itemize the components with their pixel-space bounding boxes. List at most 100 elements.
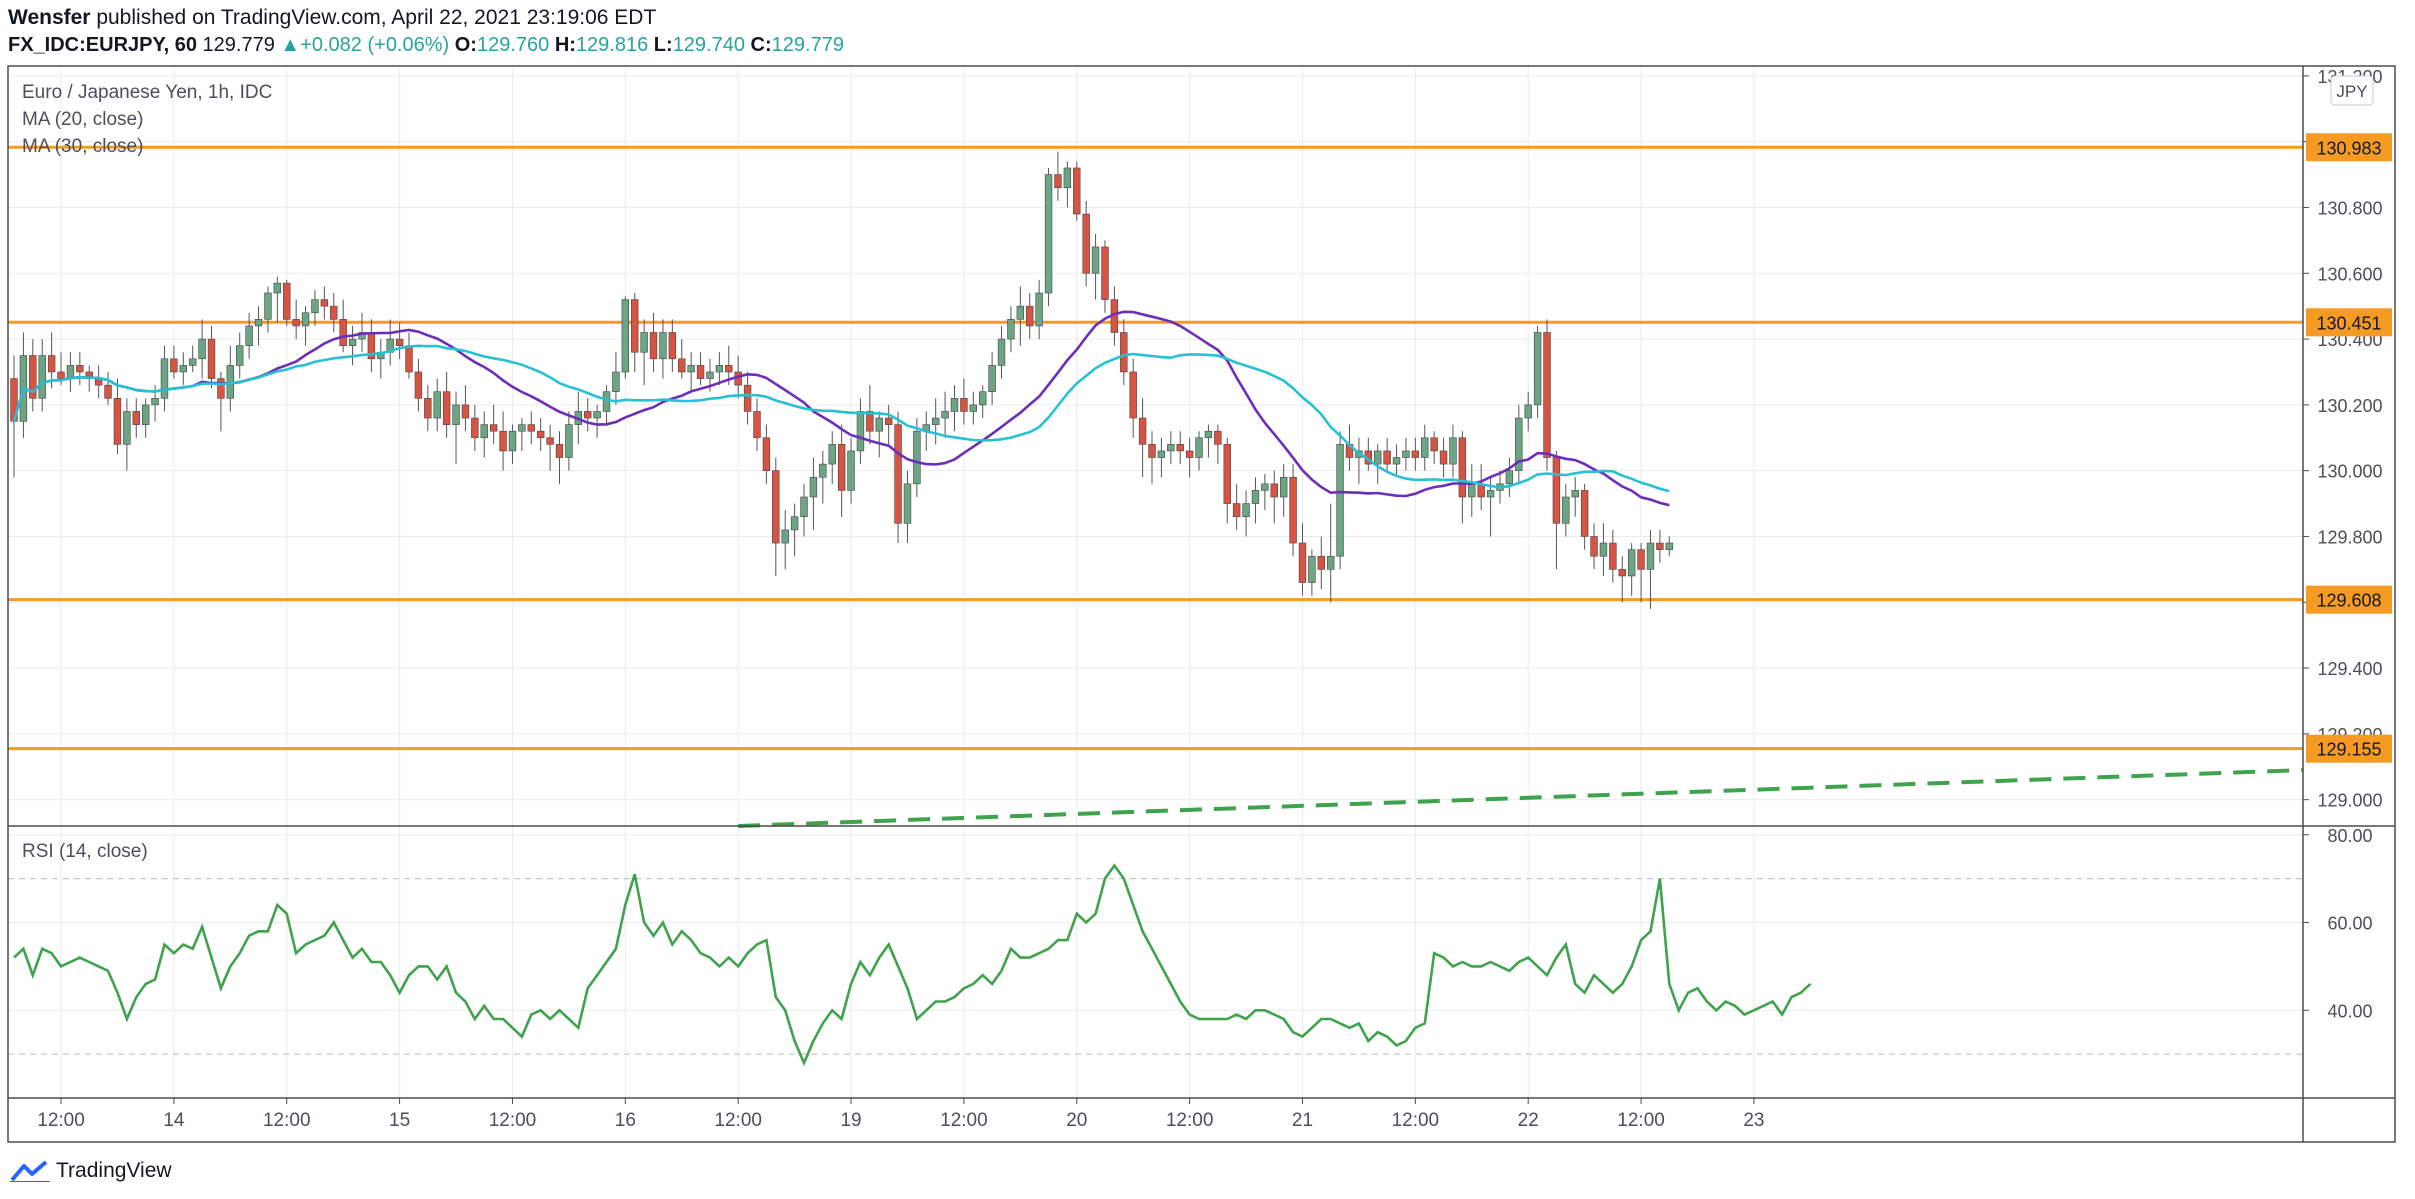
- candle-body: [518, 424, 526, 432]
- candle-body: [1590, 536, 1598, 557]
- candle-body: [1185, 450, 1194, 458]
- candle-body: [1383, 450, 1391, 465]
- candle-body: [809, 476, 818, 498]
- price-tick-label: 129.400: [2317, 659, 2382, 679]
- candle-body: [979, 391, 987, 406]
- tradingview-footer[interactable]: TradingView: [10, 1156, 172, 1186]
- candle-body: [264, 292, 272, 320]
- candle-body: [1646, 542, 1655, 570]
- level-price-label: 129.608: [2316, 591, 2381, 611]
- candle-body: [1063, 167, 1072, 189]
- ma30-legend[interactable]: MA (30, close): [22, 136, 144, 157]
- candle-body: [1562, 496, 1570, 524]
- candle-body: [1242, 503, 1250, 518]
- candle-body: [621, 299, 630, 373]
- candle-body: [800, 496, 808, 518]
- candle-body: [772, 470, 780, 544]
- candle-body: [1232, 503, 1241, 518]
- time-tick-label: 21: [1292, 1110, 1313, 1131]
- candle-body: [1016, 305, 1025, 320]
- moving-averages: [12, 310, 1670, 507]
- price-tick-label: 130.800: [2317, 198, 2382, 218]
- candle-body: [1223, 444, 1231, 504]
- candle-body: [819, 463, 827, 478]
- candle-body: [339, 319, 347, 346]
- candle-body: [76, 365, 84, 373]
- rsi-tick-label: 40.00: [2327, 1001, 2372, 1021]
- time-tick-label: 12:00: [489, 1110, 537, 1131]
- candle-body: [1515, 417, 1523, 471]
- rsi-axis[interactable]: 40.00 60.00 80.00: [2303, 826, 2373, 1021]
- candle-body: [941, 411, 949, 419]
- candle-body: [828, 444, 836, 465]
- time-tick-label: 15: [389, 1110, 410, 1131]
- candle-body: [113, 397, 122, 445]
- candle-body: [132, 411, 140, 425]
- rsi-legend[interactable]: RSI (14, close): [22, 841, 148, 862]
- candle-body: [1148, 444, 1156, 458]
- candle-body: [555, 444, 564, 458]
- candle-body: [489, 424, 498, 432]
- candle-body: [565, 424, 573, 458]
- ma20-legend[interactable]: MA (20, close): [22, 109, 144, 130]
- candle-body: [217, 378, 225, 399]
- candle-body: [781, 529, 789, 544]
- trendline[interactable]: [738, 768, 2304, 828]
- candle-body: [1486, 490, 1495, 498]
- time-tick-label: 16: [615, 1110, 636, 1131]
- time-axis[interactable]: 12:00 14 12:00 15 12:00 16 12:00 19 12:00 20 12:00…: [37, 1098, 1764, 1131]
- candle-body: [1392, 457, 1401, 465]
- tradingview-logo-icon: [10, 1160, 50, 1182]
- candle-body: [1204, 430, 1213, 439]
- candle-body: [1214, 430, 1222, 445]
- candle-body: [969, 404, 978, 412]
- price-axis[interactable]: 129.000129.200129.400129.600129.800130.0…: [2303, 67, 2383, 811]
- author-name[interactable]: Wensfer: [8, 6, 91, 29]
- close-label: C:: [750, 34, 772, 56]
- candle-body: [1073, 167, 1081, 215]
- candlestick-series: [10, 151, 1673, 609]
- rsi-tick-label: 80.00: [2327, 826, 2372, 846]
- candle-body: [1430, 437, 1438, 452]
- candle-body: [207, 338, 216, 379]
- candle-body: [141, 404, 150, 425]
- candle-body: [123, 411, 131, 445]
- candle-body: [292, 319, 300, 327]
- candle-body: [1374, 450, 1382, 465]
- candle-body: [301, 312, 310, 327]
- candle-body: [198, 338, 206, 360]
- candle-body: [480, 424, 488, 439]
- close-value: 129.779: [771, 34, 844, 56]
- candle-body: [1505, 470, 1514, 485]
- candle-body: [1439, 450, 1448, 465]
- candle-body: [602, 391, 611, 412]
- candle-body: [1656, 542, 1664, 550]
- candle-body: [659, 332, 667, 360]
- candle-body: [508, 430, 517, 452]
- candle-body: [875, 417, 883, 432]
- candle-body: [1289, 476, 1297, 544]
- candle-body: [593, 411, 601, 419]
- price-tick-label: 130.200: [2317, 396, 2382, 416]
- level-price-label: 130.451: [2316, 313, 2381, 333]
- candle-body: [1468, 483, 1476, 498]
- level-price-labels: 130.983 130.451 129.608 129.155: [2306, 133, 2392, 763]
- price-tick-label: 130.000: [2317, 462, 2382, 482]
- candle-body: [57, 371, 65, 379]
- level-price-tag: [2306, 585, 2392, 614]
- candle-body: [471, 417, 479, 439]
- candle-body: [1458, 437, 1467, 498]
- last-price: 129.779: [202, 34, 275, 56]
- candle-body: [104, 384, 112, 399]
- candle-body: [320, 299, 329, 307]
- publish-info: Wensfer published on TradingView.com, Ap…: [8, 5, 656, 31]
- candle-body: [160, 358, 169, 399]
- candle-body: [668, 332, 677, 360]
- level-price-tag: [2306, 133, 2392, 162]
- price-tick-label: 129.800: [2317, 527, 2382, 547]
- candle-body: [1007, 319, 1015, 340]
- low-value: 129.740: [672, 34, 745, 56]
- symbol-info: FX_IDC:EURJPY, 60 129.779 ▲+0.082 (+0.06…: [8, 32, 844, 58]
- candle-body: [1270, 483, 1278, 498]
